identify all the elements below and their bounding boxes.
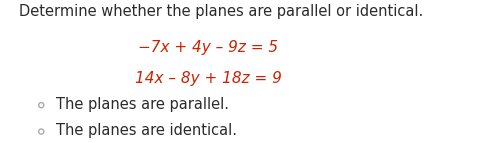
Text: −7x + 4y – 9z = 5: −7x + 4y – 9z = 5 [138,40,278,55]
Text: The planes are identical.: The planes are identical. [56,123,237,138]
Text: Determine whether the planes are parallel or identical.: Determine whether the planes are paralle… [19,4,423,19]
Text: The planes are parallel.: The planes are parallel. [56,97,228,112]
Text: 14x – 8y + 18z = 9: 14x – 8y + 18z = 9 [135,72,281,87]
